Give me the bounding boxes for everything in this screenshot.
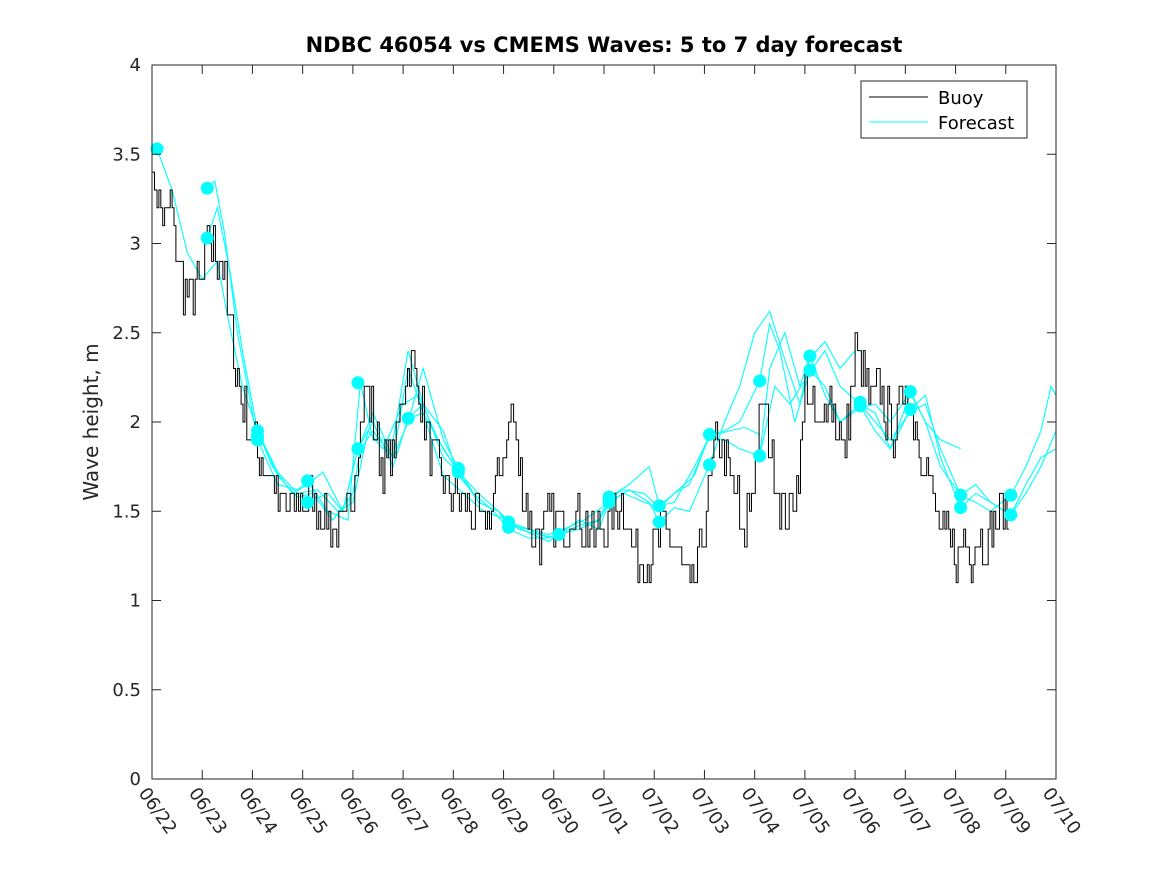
y-tick-label: 2 [130,412,141,433]
axes-frame [151,64,1057,780]
forecast-marker [903,385,917,399]
y-tick-label: 3.5 [112,144,141,165]
y-tick-label: 1.5 [112,501,141,522]
forecast-line [658,331,1057,516]
forecast-marker [502,520,516,534]
y-axis-label: Wave height, m [79,343,103,500]
forecast-marker [702,427,716,441]
x-tick-label: 06/25 [285,784,332,839]
forecast-marker [552,527,566,541]
x-tick-label: 06/22 [134,784,181,839]
y-tick-label: 3 [130,234,141,255]
legend: Buoy Forecast [860,80,1028,139]
forecast-marker [1004,488,1018,502]
legend-buoy-label: Buoy [938,88,984,109]
y-axis-ticks: 0 0.5 1 1.5 2 2.5 3 3.5 4 [112,55,1056,790]
y-tick-label: 4 [130,55,141,76]
forecast-marker [954,501,968,515]
forecast-marker [150,142,164,156]
x-tick-label: 06/27 [385,784,432,839]
forecast-marker [803,363,817,377]
x-tick-label: 07/06 [837,784,884,839]
forecast-marker [702,458,716,472]
forecast-series-group [156,148,1057,543]
forecast-marker [803,349,817,363]
forecast-marker [200,181,214,195]
forecast-marker [250,433,264,447]
forecast-marker [853,399,867,413]
forecast-marker [954,488,968,502]
x-tick-label: 06/23 [184,784,231,839]
forecast-marker [753,449,767,463]
forecast-marker [602,495,616,509]
legend-forecast-label: Forecast [938,113,1014,134]
forecast-marker [652,515,666,529]
x-tick-label: 07/08 [937,784,984,839]
forecast-marker [351,376,365,390]
y-tick-label: 1 [130,591,141,612]
x-tick-label: 06/29 [485,784,532,839]
buoy-series-group [151,171,1009,584]
x-tick-label: 07/04 [737,784,784,839]
forecast-line [407,412,760,539]
forecast-line [508,310,856,543]
x-tick-label: 07/09 [988,784,1035,839]
buoy-line [151,171,1009,584]
x-tick-label: 07/02 [636,784,683,839]
forecast-line [256,366,610,536]
x-tick-label: 06/26 [335,784,382,839]
x-tick-label: 07/03 [686,784,733,839]
forecast-marker [753,374,767,388]
forecast-marker [401,411,415,425]
plot-area [150,142,1057,584]
x-tick-label: 07/01 [586,784,633,839]
y-tick-label: 0 [130,769,141,790]
forecast-marker [351,442,365,456]
x-tick-label: 07/10 [1038,784,1085,839]
forecast-marker [451,465,465,479]
forecast-markers-group [150,142,1018,541]
legend-box [860,80,1028,139]
forecast-marker [301,474,315,488]
y-tick-label: 0.5 [112,680,141,701]
y-tick-label: 2.5 [112,323,141,344]
x-tick-label: 06/28 [435,784,482,839]
forecast-line [307,403,660,539]
forecast-marker [200,231,214,245]
forecast-marker [1004,508,1018,522]
forecast-marker [903,403,917,417]
x-tick-label: 06/30 [536,784,583,839]
x-tick-label: 07/05 [787,784,834,839]
forecast-marker [301,495,315,509]
x-tick-label: 06/24 [234,784,281,839]
chart-title: NDBC 46054 vs CMEMS Waves: 5 to 7 day fo… [306,33,903,57]
forecast-marker [652,499,666,513]
x-tick-label: 07/07 [887,784,934,839]
forecast-line [156,148,459,512]
